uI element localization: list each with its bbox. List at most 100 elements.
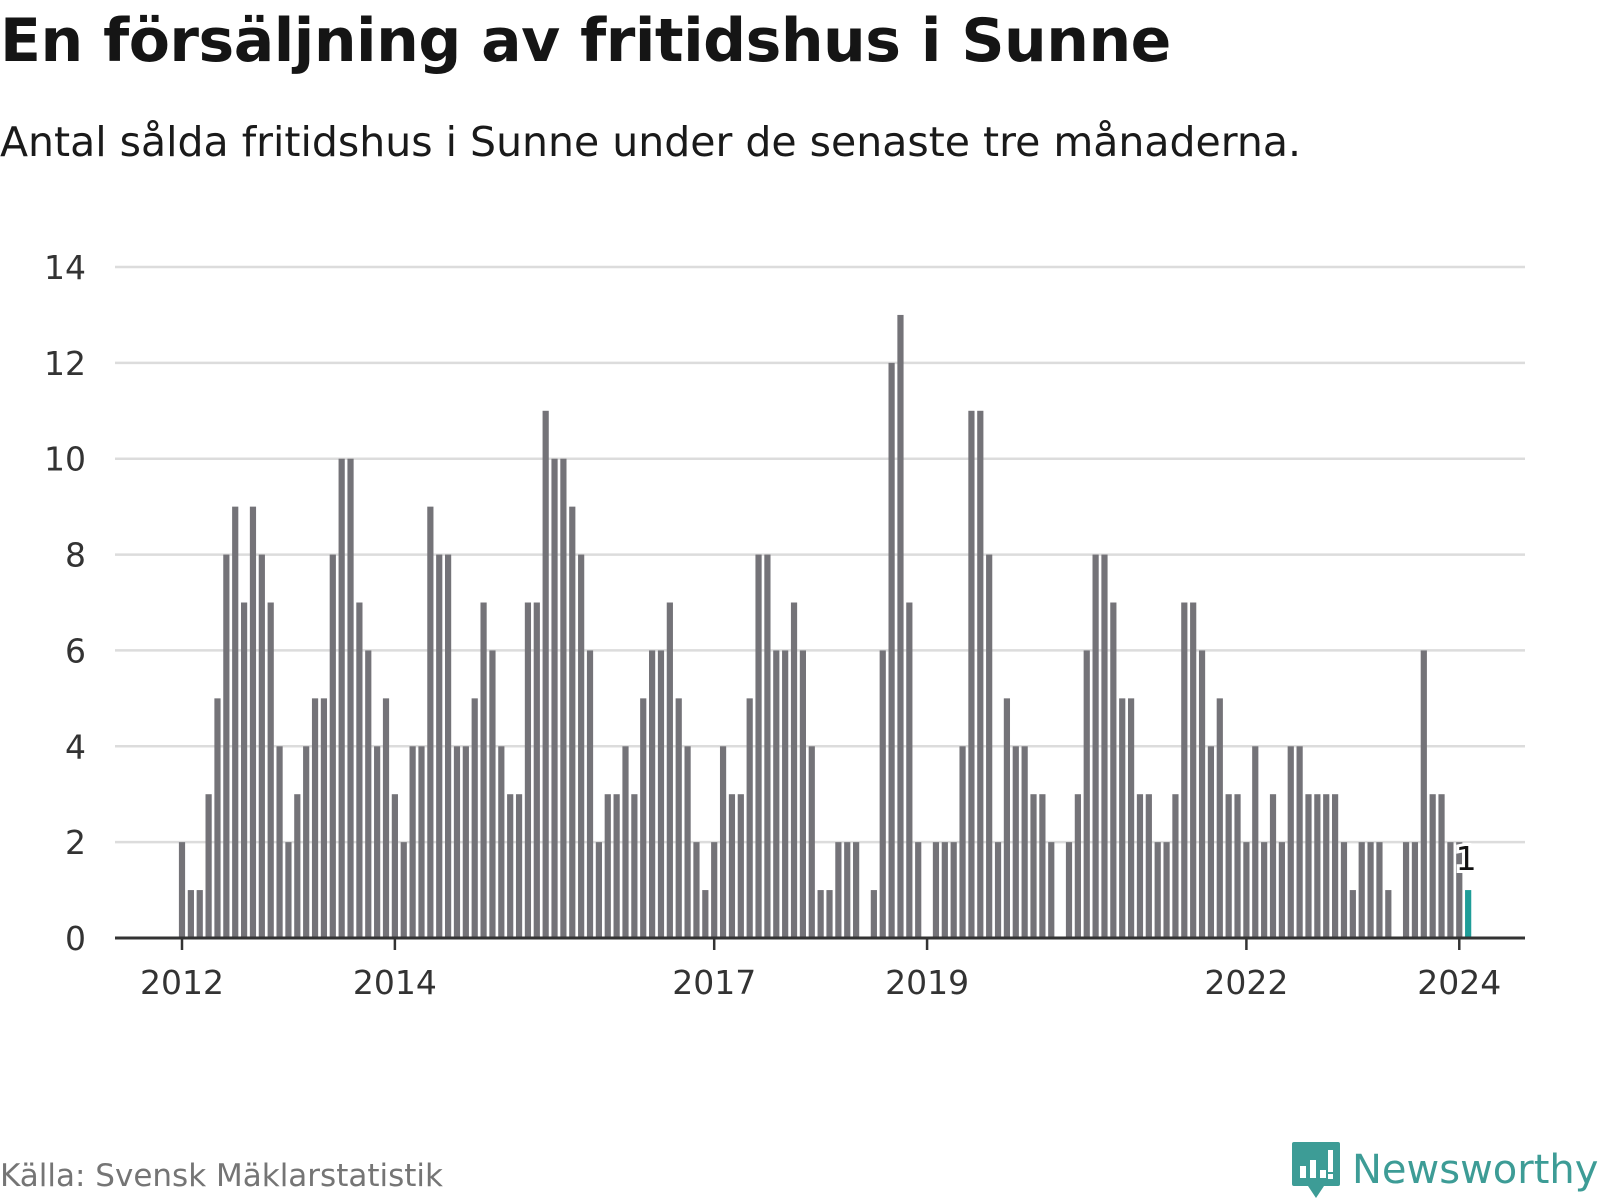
bar xyxy=(1172,794,1179,938)
bar xyxy=(214,698,221,938)
bar xyxy=(329,554,336,938)
bar xyxy=(294,794,301,938)
bar xyxy=(1252,746,1259,938)
bar xyxy=(613,794,620,938)
bar xyxy=(1376,842,1383,938)
bar xyxy=(622,746,629,938)
bar xyxy=(267,602,274,938)
bar-latest xyxy=(1465,890,1472,938)
bar xyxy=(755,554,762,938)
labels: 0 2 4 6 8 10 12 14 2012 2014 2017 2019 2022 2024 1 xyxy=(44,248,1501,1002)
bar xyxy=(560,458,567,938)
bar xyxy=(1154,842,1161,938)
bar xyxy=(445,554,452,938)
bar xyxy=(1216,698,1223,938)
bar xyxy=(790,602,798,938)
bar xyxy=(320,698,328,938)
bar xyxy=(427,506,434,938)
bar xyxy=(782,650,789,938)
bar xyxy=(826,890,833,938)
bar xyxy=(1048,842,1055,938)
bar xyxy=(649,650,656,938)
bar xyxy=(205,794,212,938)
bar xyxy=(986,554,993,938)
bar xyxy=(542,410,549,938)
chart-subtitle: Antal sålda fritidshus i Sunne under de … xyxy=(0,118,1302,166)
bar xyxy=(178,842,186,938)
x-tick-label: 2017 xyxy=(672,963,756,1002)
bar xyxy=(773,650,780,938)
bar xyxy=(1314,794,1321,938)
bar xyxy=(1332,794,1339,938)
bar xyxy=(994,842,1002,938)
bar xyxy=(1190,602,1197,938)
x-tick-label: 2022 xyxy=(1204,963,1288,1002)
bar xyxy=(1358,842,1365,938)
bar xyxy=(1402,842,1410,938)
bar xyxy=(418,746,425,938)
y-tick-label: 14 xyxy=(44,248,86,287)
bar xyxy=(578,554,585,938)
bar xyxy=(1207,746,1215,938)
bar xyxy=(808,746,815,938)
bar xyxy=(1287,746,1294,938)
bar xyxy=(1021,746,1028,938)
bar xyxy=(249,506,257,938)
bar xyxy=(1119,698,1126,938)
bars xyxy=(178,314,1472,938)
bar xyxy=(462,746,469,938)
bar xyxy=(711,842,718,938)
axes xyxy=(115,936,1525,950)
y-tick-label: 10 xyxy=(44,440,86,479)
x-tick-label: 2019 xyxy=(885,963,969,1002)
bar xyxy=(719,746,727,938)
bar xyxy=(223,554,230,938)
bar xyxy=(1234,794,1241,938)
bar xyxy=(356,602,363,938)
bar xyxy=(835,842,842,938)
bar xyxy=(657,650,665,938)
y-tick-label: 4 xyxy=(65,727,86,766)
bar xyxy=(1243,842,1250,938)
bar xyxy=(666,602,673,938)
bar xyxy=(1349,890,1356,938)
x-tick-label: 2024 xyxy=(1417,963,1501,1002)
bar xyxy=(906,602,913,938)
bar xyxy=(853,842,860,938)
bar xyxy=(1083,650,1090,938)
bar xyxy=(1340,842,1348,938)
bar xyxy=(1030,794,1037,938)
bar xyxy=(631,794,638,938)
data-label-latest: 1 xyxy=(1456,839,1477,878)
bar xyxy=(196,890,203,938)
bar xyxy=(799,650,806,938)
bar xyxy=(693,842,700,938)
bar xyxy=(968,410,975,938)
bar xyxy=(1039,794,1046,938)
bar xyxy=(1074,794,1081,938)
bar xyxy=(374,746,381,938)
bar xyxy=(977,410,984,938)
bar xyxy=(1092,554,1099,938)
bar xyxy=(240,602,248,938)
bar xyxy=(1429,794,1436,938)
bar xyxy=(453,746,461,938)
bar xyxy=(524,602,532,938)
bar xyxy=(1438,794,1445,938)
bar xyxy=(276,746,283,938)
bar xyxy=(382,698,390,938)
bar xyxy=(595,842,602,938)
bar xyxy=(498,746,505,938)
bar xyxy=(1181,602,1188,938)
bar xyxy=(391,794,398,938)
bar xyxy=(1163,842,1170,938)
y-tick-label: 12 xyxy=(44,344,86,383)
bar xyxy=(1269,794,1277,938)
bar xyxy=(879,650,886,938)
bar xyxy=(365,650,372,938)
bar xyxy=(888,362,895,938)
bar xyxy=(1145,794,1152,938)
bar xyxy=(303,746,310,938)
bar xyxy=(1136,794,1144,938)
bar xyxy=(817,890,824,938)
